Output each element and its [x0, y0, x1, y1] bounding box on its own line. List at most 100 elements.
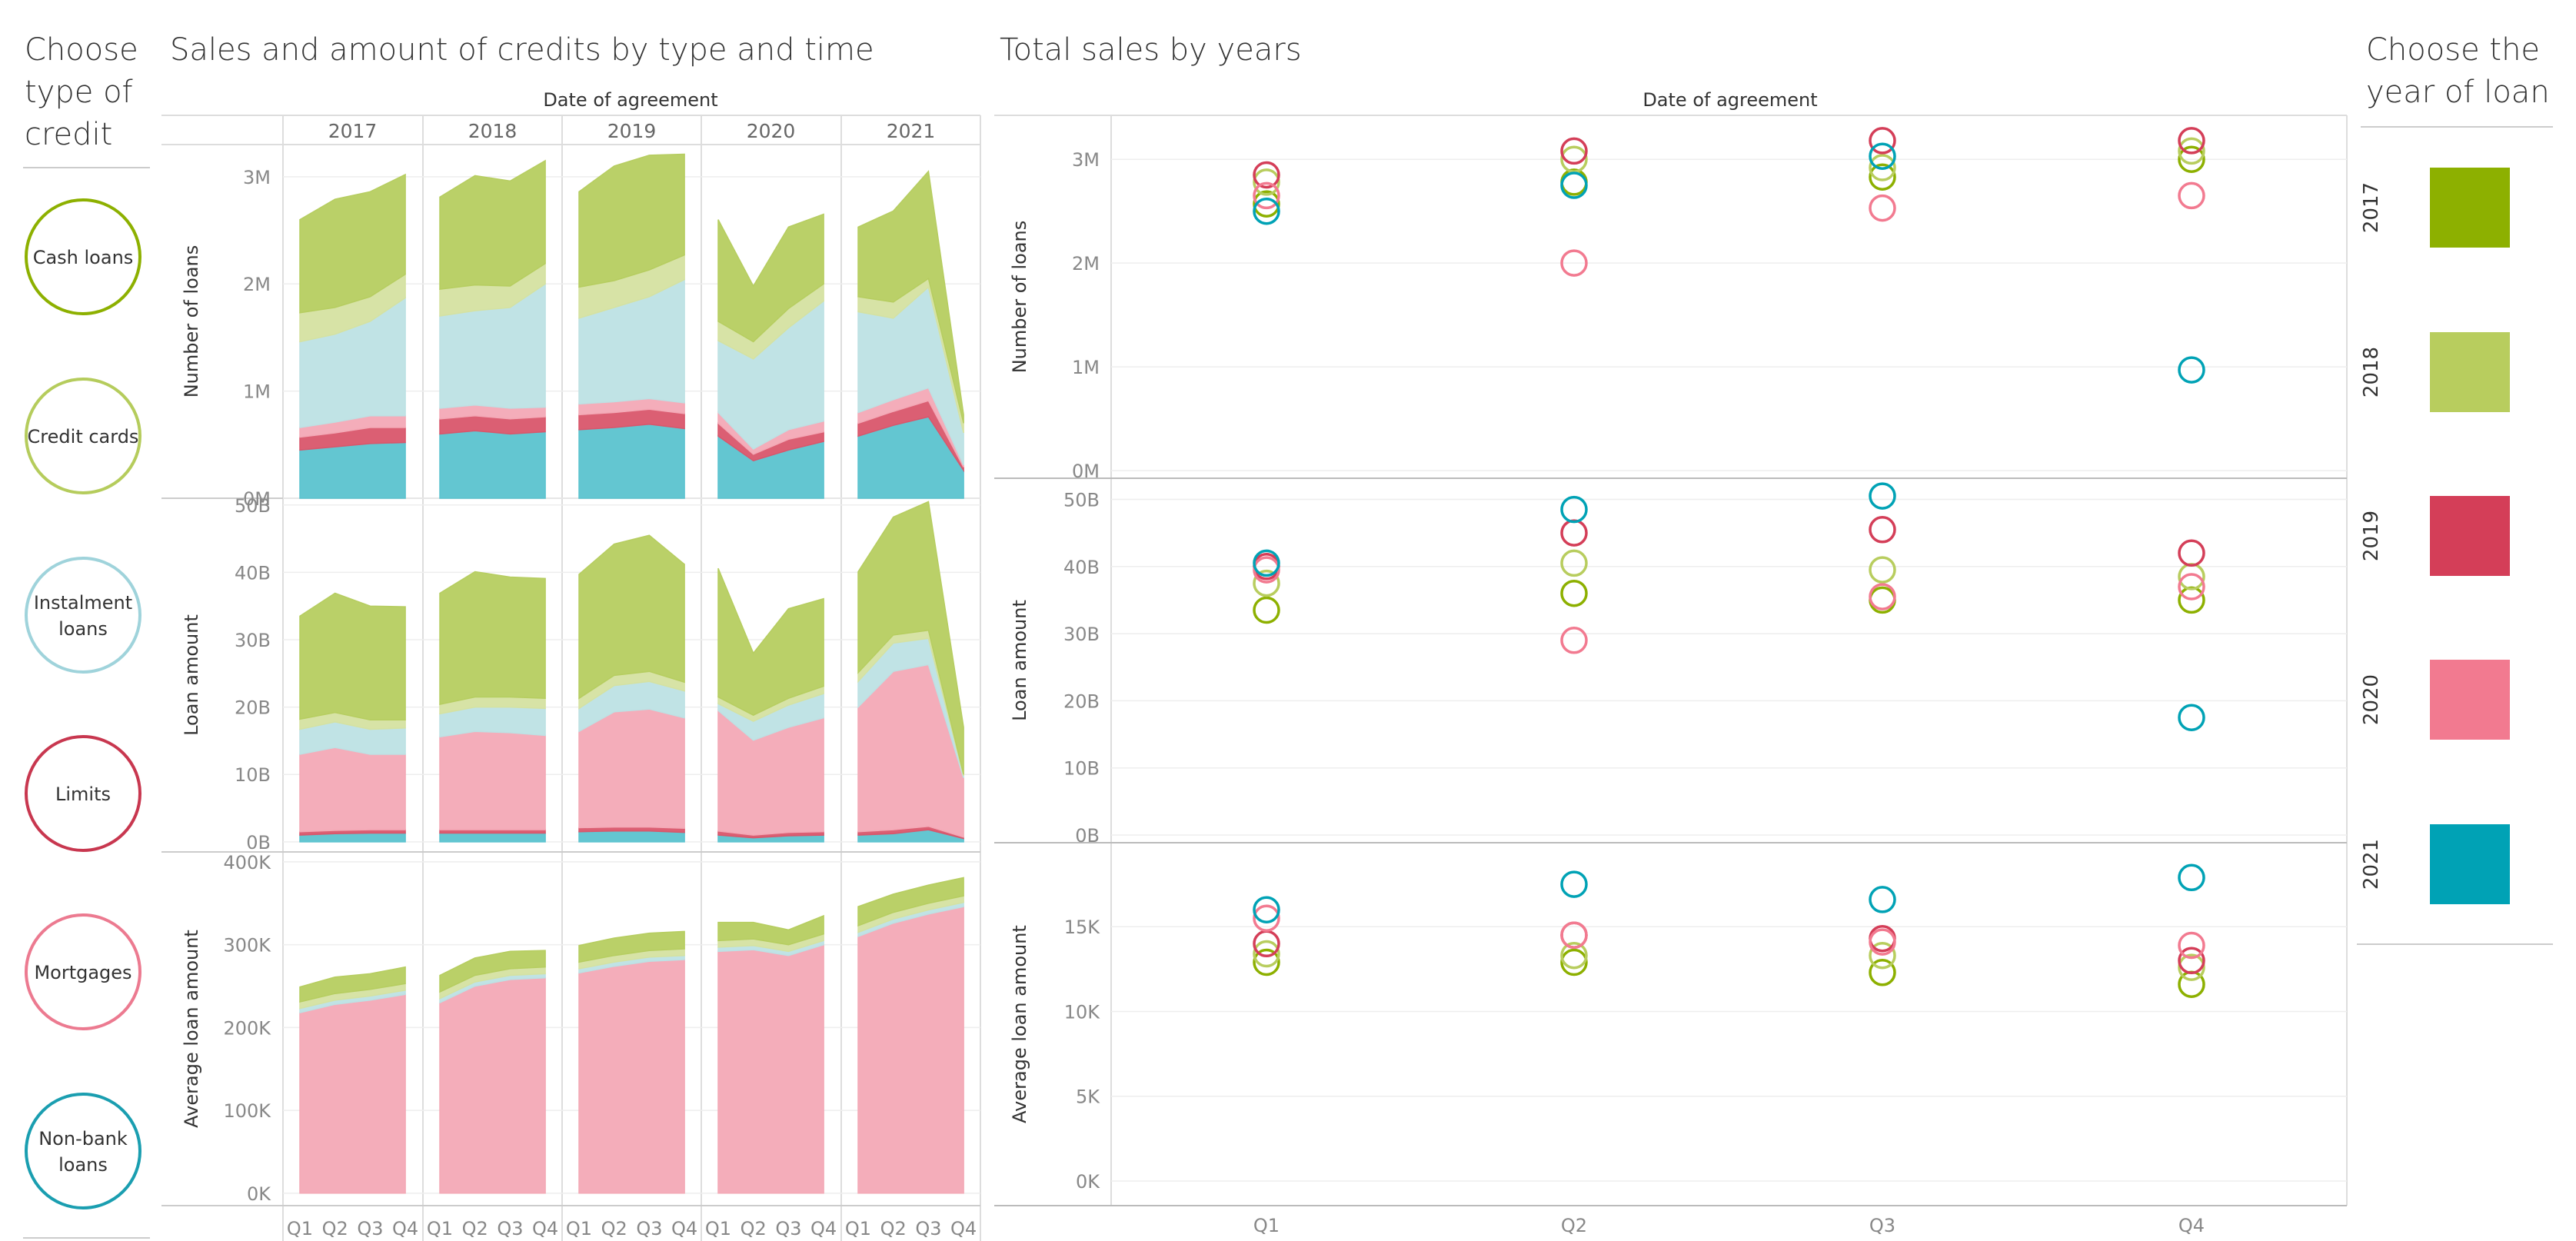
point-2017-Q1[interactable]: [1253, 596, 1280, 624]
column-header: Date of agreement: [1642, 89, 1817, 111]
point-2020-Q2[interactable]: [1560, 627, 1588, 654]
point-2021-Q2[interactable]: [1560, 171, 1588, 199]
filter-button-ring[interactable]: [25, 735, 141, 852]
point-2021-Q3[interactable]: [1869, 142, 1896, 170]
point-2021-Q3[interactable]: [1869, 886, 1896, 913]
area-mortgages-2019: [578, 959, 685, 1194]
point-2020-Q4[interactable]: [2178, 931, 2205, 960]
point-2017-Q1[interactable]: [1253, 948, 1280, 976]
point-2017-Q2[interactable]: [1560, 579, 1588, 607]
y-axis-label: Loan amount: [181, 614, 202, 736]
point-2018-Q2[interactable]: [1560, 941, 1588, 970]
legend-item-2017[interactable]: 2017: [2360, 168, 2510, 248]
point-2021-Q4[interactable]: [2178, 863, 2205, 892]
area-cash-loans-2020: [717, 914, 824, 946]
x-tick-label: Q4: [950, 1218, 977, 1239]
x-tick-label: Q1: [1253, 1215, 1280, 1236]
point-2019-Q1[interactable]: [1253, 161, 1280, 189]
point-2019-Q2[interactable]: [1560, 519, 1588, 547]
point-2020-Q3[interactable]: [1869, 194, 1896, 222]
point-2018-Q2[interactable]: [1560, 145, 1588, 173]
filter-title-line: credit: [25, 117, 112, 152]
point-2018-Q3[interactable]: [1869, 154, 1896, 181]
filter-button-mortgages[interactable]: Mortgages: [25, 913, 141, 1030]
point-2018-Q2[interactable]: [1560, 549, 1588, 577]
filter-button-label: Credit cards: [28, 426, 139, 447]
point-2021-Q2[interactable]: [1560, 870, 1588, 898]
point-2021-Q4[interactable]: [2178, 356, 2205, 384]
point-2020-Q2[interactable]: [1560, 249, 1588, 277]
x-tick-label: Q2: [880, 1218, 907, 1239]
x-tick-label: Q4: [2178, 1215, 2205, 1236]
point-2019-Q4[interactable]: [2178, 539, 2205, 567]
legend-item-2019[interactable]: 2019: [2360, 496, 2510, 576]
point-2020-Q1[interactable]: [1253, 904, 1280, 932]
point-2018-Q1[interactable]: [1253, 168, 1280, 196]
credit-type-filter: Choose type of credit Cash loans Credit card…: [23, 32, 150, 1239]
point-2017-Q4[interactable]: [2178, 145, 2205, 173]
point-2018-Q4[interactable]: [2178, 953, 2205, 981]
y-tick-label: 3M: [1072, 149, 1100, 171]
y-tick-label: 300K: [223, 935, 271, 957]
x-tick-label: Q4: [671, 1218, 697, 1239]
legend-item-2018[interactable]: 2018: [2360, 332, 2510, 412]
point-2021-Q2[interactable]: [1560, 495, 1588, 524]
point-2021-Q1[interactable]: [1253, 197, 1280, 225]
filter-button-label: Mortgages: [34, 962, 131, 983]
point-2017-Q3[interactable]: [1869, 163, 1896, 191]
point-2020-Q1[interactable]: [1253, 556, 1280, 584]
point-2018-Q1[interactable]: [1253, 940, 1280, 968]
filter-button-ring[interactable]: [25, 913, 141, 1030]
point-2017-Q3[interactable]: [1869, 959, 1896, 986]
x-tick-label: Q1: [427, 1218, 453, 1239]
legend-item-2020[interactable]: 2020: [2360, 660, 2510, 740]
filter-button-ring[interactable]: [25, 1093, 141, 1209]
point-2021-Q1[interactable]: [1253, 896, 1280, 923]
legend-swatch[interactable]: [2430, 660, 2510, 740]
point-2019-Q3[interactable]: [1869, 127, 1896, 155]
point-2017-Q2[interactable]: [1560, 948, 1588, 976]
legend-swatch[interactable]: [2430, 824, 2510, 904]
area-cash-loans-2019: [578, 534, 685, 700]
area-non-bank-loans-2018: [439, 430, 546, 499]
y-tick-label: 10B: [1063, 758, 1100, 780]
point-2019-Q3[interactable]: [1869, 516, 1896, 544]
filter-button-ring[interactable]: [25, 378, 141, 494]
point-2021-Q4[interactable]: [2178, 704, 2205, 731]
legend-swatch[interactable]: [2430, 332, 2510, 412]
x-tick-label: Q2: [741, 1218, 767, 1239]
point-2018-Q1[interactable]: [1253, 569, 1280, 597]
point-2019-Q4[interactable]: [2178, 127, 2205, 155]
point-2020-Q4[interactable]: [2178, 181, 2205, 210]
filter-button-ring[interactable]: [25, 198, 141, 315]
point-2020-Q4[interactable]: [2178, 573, 2205, 601]
filter-button-non-bank-loans[interactable]: Non-bank loans: [25, 1093, 141, 1209]
filter-button-ring[interactable]: [25, 557, 141, 674]
area-mortgages-2017: [299, 993, 406, 1194]
legend-item-2021[interactable]: 2021: [2360, 824, 2510, 904]
filter-button-credit-cards[interactable]: Credit cards: [25, 378, 141, 494]
point-2020-Q3[interactable]: [1869, 583, 1896, 611]
x-tick-label: Q1: [566, 1218, 592, 1239]
point-2018-Q4[interactable]: [2178, 137, 2205, 165]
point-2021-Q1[interactable]: [1253, 549, 1280, 577]
point-2021-Q3[interactable]: [1869, 482, 1896, 510]
point-2020-Q3[interactable]: [1869, 928, 1896, 956]
point-2017-Q1[interactable]: [1253, 190, 1280, 218]
point-2020-Q1[interactable]: [1253, 181, 1280, 210]
legend-swatch[interactable]: [2430, 168, 2510, 248]
legend-swatch[interactable]: [2430, 496, 2510, 576]
point-2019-Q2[interactable]: [1560, 137, 1588, 165]
point-2020-Q2[interactable]: [1560, 921, 1588, 949]
point-2018-Q3[interactable]: [1869, 941, 1896, 970]
filter-button-instalment-loans[interactable]: Instalment loans: [25, 557, 141, 674]
point-2018-Q3[interactable]: [1869, 556, 1896, 584]
area-non-bank-loans-2019: [578, 830, 685, 843]
y-tick-label: 400K: [223, 852, 271, 873]
filter-button-limits[interactable]: Limits: [25, 735, 141, 852]
point-2019-Q4[interactable]: [2178, 947, 2205, 975]
x-tick-label: Q2: [322, 1218, 348, 1239]
x-tick-label: Q4: [810, 1218, 837, 1239]
y-tick-label: 50B: [1063, 489, 1100, 511]
filter-button-cash-loans[interactable]: Cash loans: [25, 198, 141, 315]
